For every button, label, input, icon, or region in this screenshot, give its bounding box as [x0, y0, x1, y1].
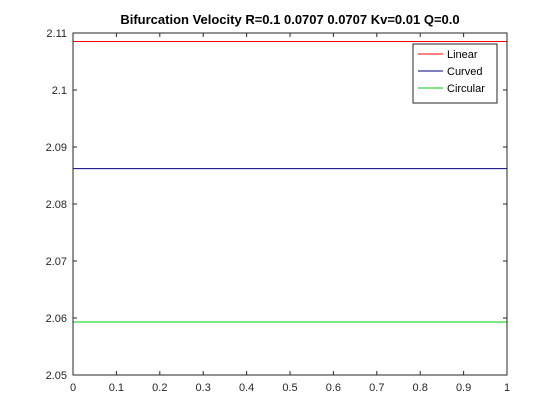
x-tick-label: 0.5 [282, 382, 297, 394]
legend-label-curved: Curved [447, 66, 482, 78]
y-tick-label: 2.08 [46, 199, 67, 211]
y-tick-label: 2.1 [52, 85, 67, 97]
x-tick-label: 0 [70, 382, 76, 394]
x-tick-label: 0.7 [369, 382, 384, 394]
y-tick-label: 2.06 [46, 313, 67, 325]
x-tick-label: 1 [504, 382, 510, 394]
x-tick-label: 0.8 [413, 382, 428, 394]
x-tick-label: 0.9 [456, 382, 471, 394]
x-tick-label: 0.1 [109, 382, 124, 394]
ticks-layer: 0 0.1 0.2 0.3 0.4 0.5 0.6 0.7 0.8 0.9 1 2.05 2.06 2.0… [46, 28, 510, 394]
series-layer [73, 41, 507, 323]
x-tick-label: 0.2 [152, 382, 167, 394]
y-tick-label: 2.09 [46, 142, 67, 154]
y-tick-label: 2.11 [46, 28, 67, 40]
chart-title: Bifurcation Velocity R=0.1 0.0707 0.0707… [120, 12, 459, 27]
x-tick-label: 0.6 [326, 382, 341, 394]
y-tick-label: 2.05 [46, 370, 67, 382]
x-tick-label: 0.3 [196, 382, 211, 394]
y-tick-label: 2.07 [46, 256, 67, 268]
legend: Linear Curved Circular [412, 43, 498, 104]
x-tick-label: 0.4 [239, 382, 254, 394]
legend-label-circular: Circular [447, 83, 485, 95]
legend-label-linear: Linear [447, 49, 478, 61]
